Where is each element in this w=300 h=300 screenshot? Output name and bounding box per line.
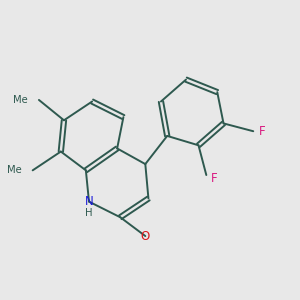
Text: H: H [85,208,93,218]
Text: F: F [259,125,266,138]
Text: N: N [85,195,93,208]
Text: Me: Me [7,165,22,175]
Text: F: F [211,172,217,185]
Text: O: O [141,230,150,242]
Text: Me: Me [13,95,28,105]
